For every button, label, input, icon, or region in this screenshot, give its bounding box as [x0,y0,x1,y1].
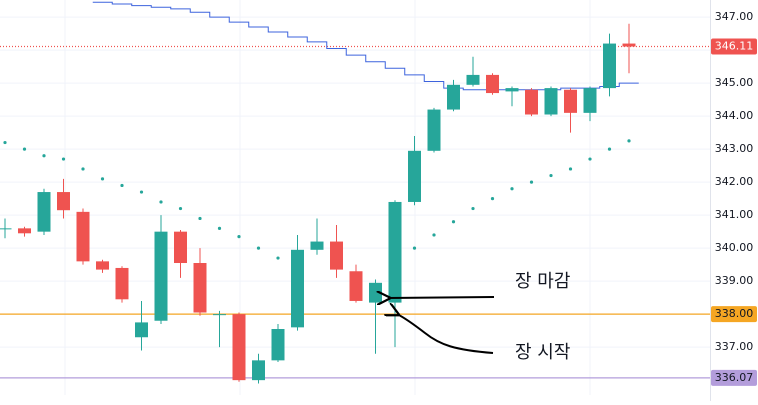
indicator-dot [451,220,456,224]
candle-body [369,282,382,303]
y-axis: 337.00 338.00 339.00 340.00 341.00 342.00 343.… [711,10,757,386]
indicator-dot [490,197,495,201]
indicator-dot [3,140,7,145]
indicator-dot [471,206,475,211]
y-tick-label: 342.00 [715,175,754,188]
candle-body [583,88,597,113]
candle-body [115,267,129,300]
indicator-dot [100,177,105,181]
indicator-dot [237,235,241,239]
candle-body [447,84,460,110]
indicator-dot [217,226,222,230]
candle-body [37,192,51,232]
indicator-dot [159,200,163,204]
annotation: 장 시작 [515,342,570,363]
y-tick-label: 344.00 [715,109,754,122]
y-tick-label: 343.00 [715,142,754,155]
candle-body [193,263,207,313]
candle-body [525,89,538,115]
indicator-dot [549,173,553,178]
y-tick-label: 340.00 [715,241,754,254]
price-label-box [711,38,757,55]
y-tick-label: 337.00 [715,340,754,353]
candle-body [349,271,363,301]
price-label: 336.07 [715,371,754,384]
indicator-dot [510,187,514,191]
candle-body [96,261,109,270]
indicator-dot [256,246,261,250]
indicator-dot [178,206,183,211]
candle-body [232,314,246,381]
candle-body [291,249,304,328]
candle-body [603,43,616,89]
candle-body [544,88,558,115]
candle-body [310,241,324,250]
y-tick-label: 345.00 [715,76,754,89]
indicator-dot [198,216,202,221]
indicator-dot [61,157,66,161]
y-tick-label: 347.00 [715,10,754,23]
indicator-dot [22,147,27,151]
price-label: 338.00 [715,307,754,320]
candle-body [174,231,187,264]
arrow [397,314,494,354]
indicator-dot [432,233,436,237]
arrow [388,297,495,298]
indicator-dot [627,139,631,143]
indicator-line [92,1,639,91]
indicator-dot [607,147,612,151]
candle-body [57,192,70,211]
indicator-dot [81,167,85,171]
candle-body [564,89,577,113]
candle-body [486,74,499,94]
price-label: 346.11 [715,40,754,53]
candle-body [213,314,226,316]
candle-body [271,329,285,361]
plot [0,1,710,384]
candle-body [408,150,421,202]
candle-body [622,43,636,47]
candle-body [252,360,265,381]
indicator-dot [588,157,592,161]
y-tick-label: 341.00 [715,208,754,221]
candle-body [330,241,343,270]
annotation: 장 마감 [515,271,570,292]
indicator-dot [276,256,280,260]
candle-body [154,231,168,321]
candle-body [388,201,402,303]
indicator-dot [412,246,417,250]
indicator-dot [568,167,573,171]
indicator-dot [42,154,46,158]
candle-body [505,88,519,92]
y-tick-label: 339.00 [715,274,754,287]
candle-body [466,74,480,85]
candle-body [427,109,441,151]
indicator-dot [529,180,534,184]
indicator-dot [120,183,124,188]
candle-body [0,228,12,230]
price-label-box [711,306,757,323]
candle-body [135,322,148,338]
candle-body [18,228,31,234]
candle-body [76,211,90,262]
indicator-dot [139,190,144,194]
price-label-box [711,369,757,386]
